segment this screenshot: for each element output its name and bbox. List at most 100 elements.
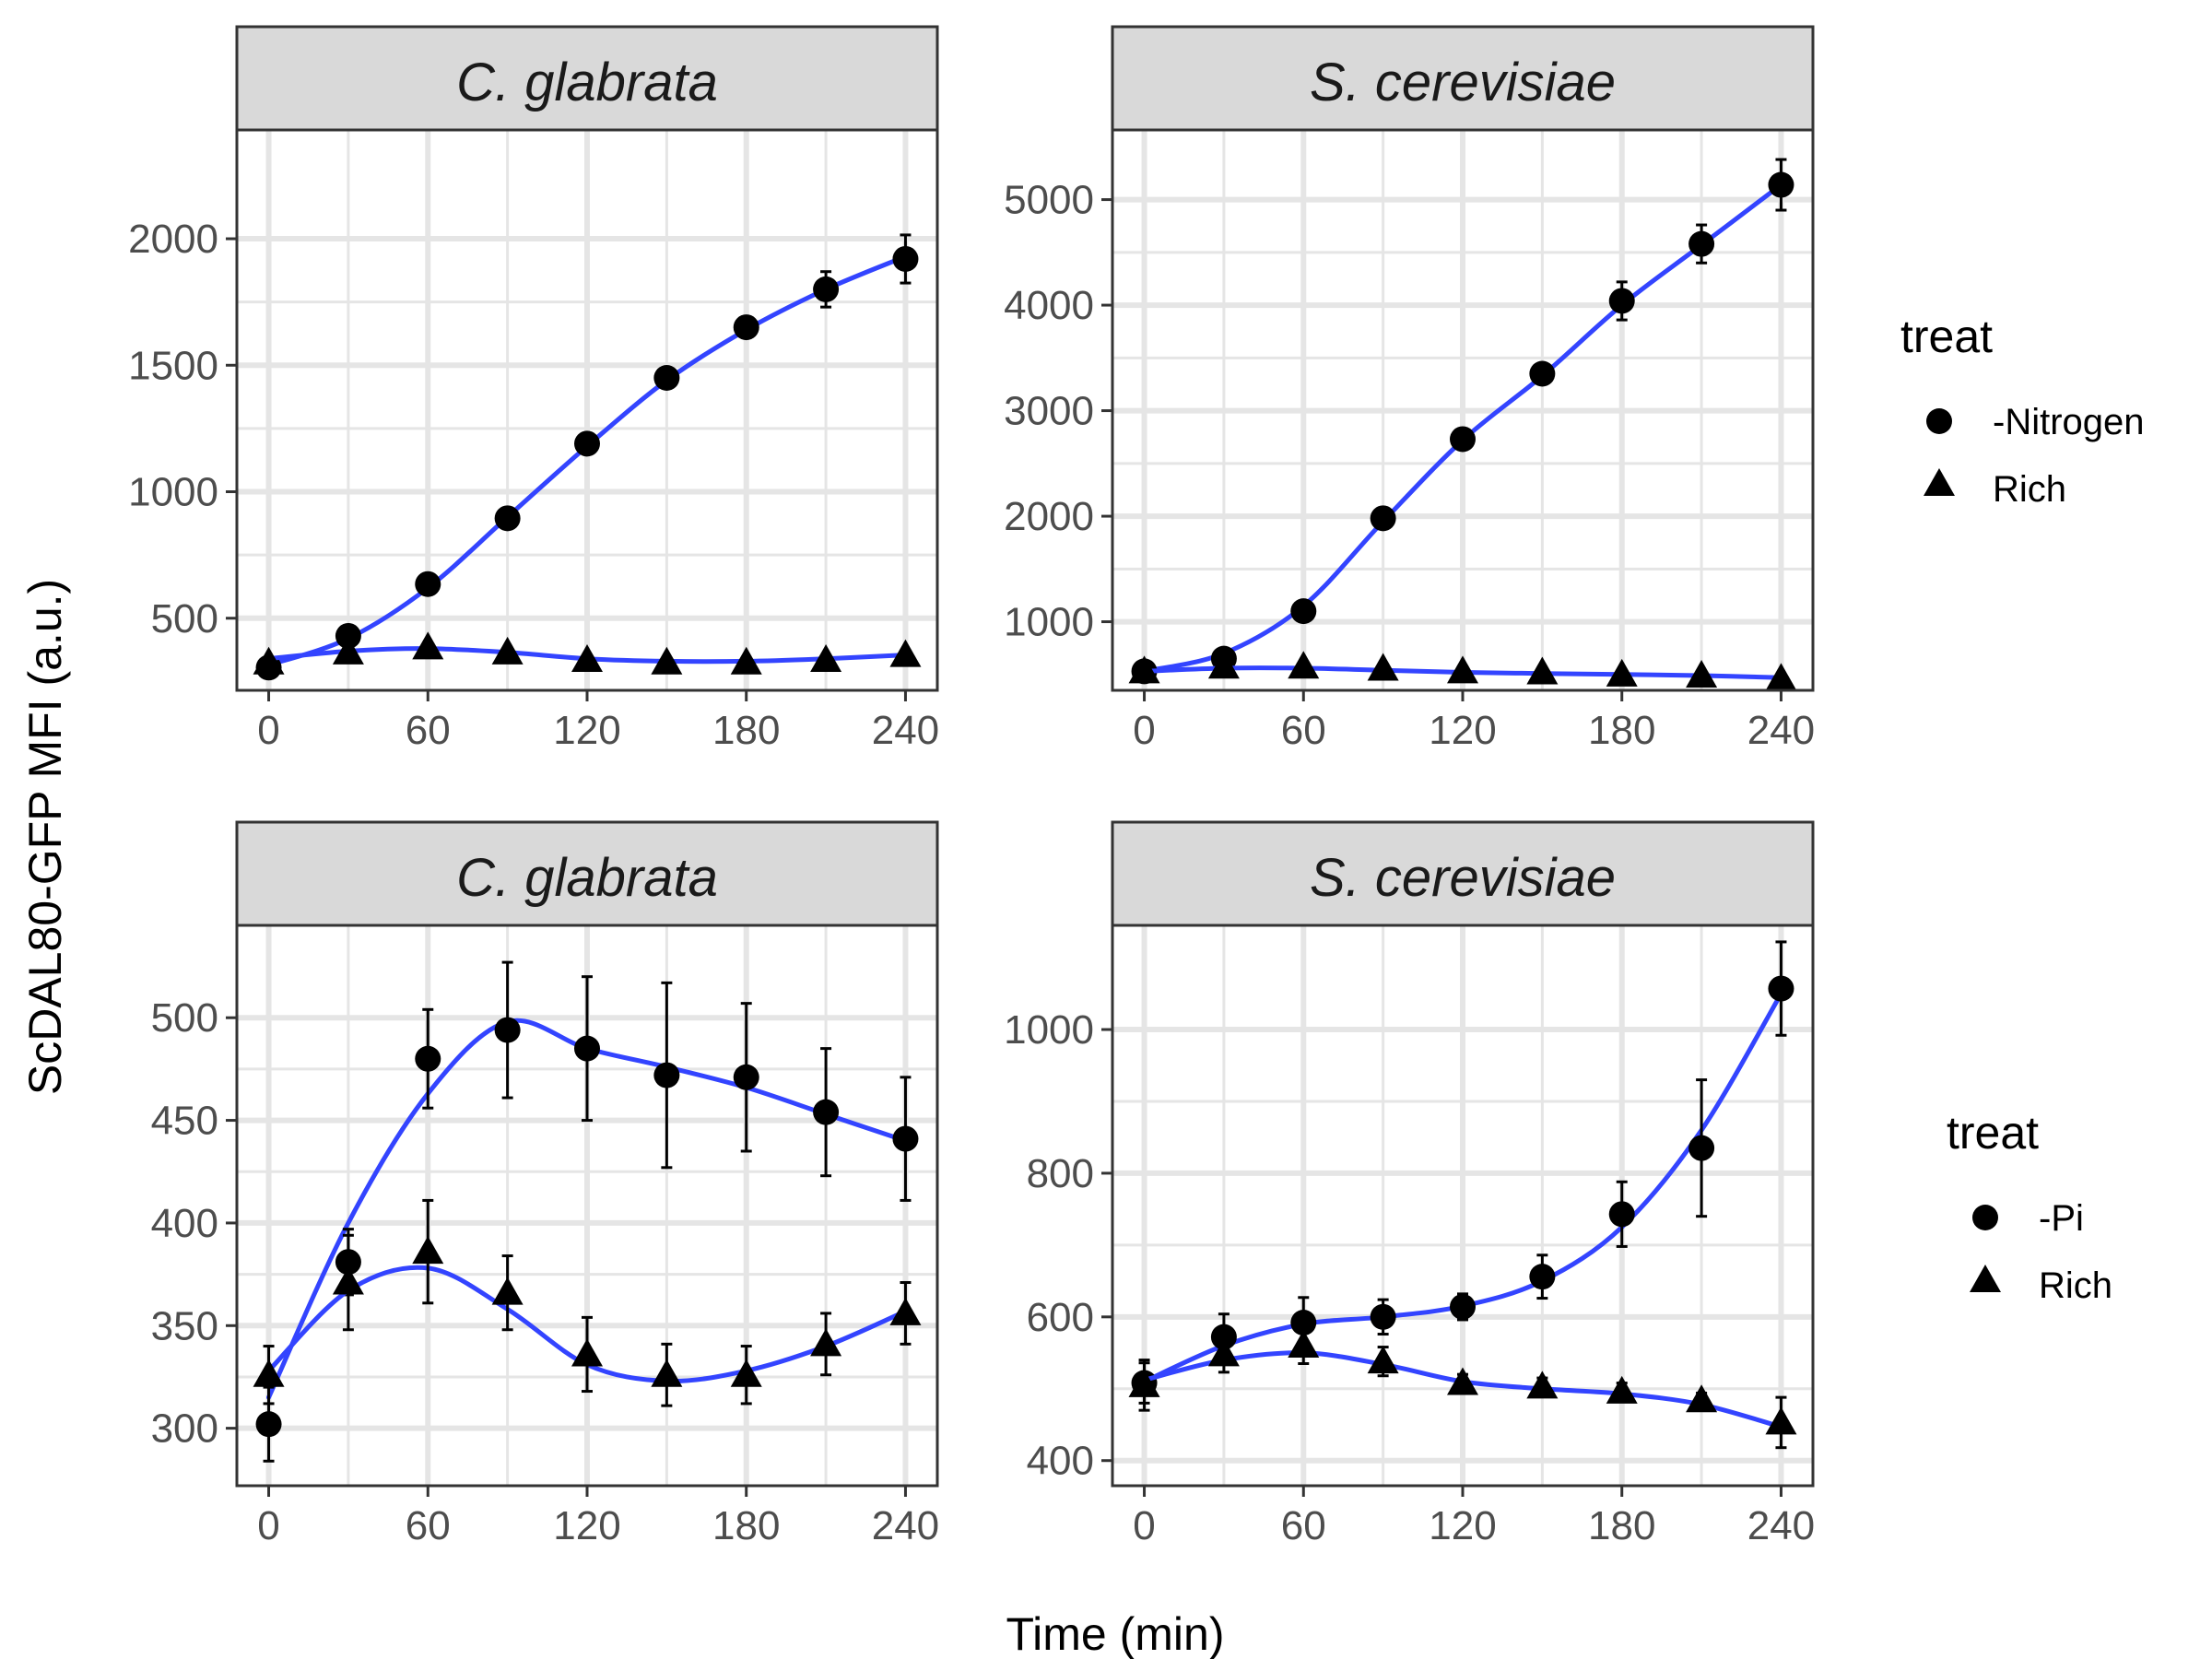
- y-tick-label: 1500: [128, 343, 218, 388]
- data-point-triangle: [1606, 1375, 1638, 1404]
- y-ticks: 1000 2000 3000 4000 5000: [1004, 178, 1112, 645]
- y-tick-label: 450: [151, 1099, 218, 1144]
- y-tick-label: 400: [151, 1201, 218, 1246]
- data-point-circle: [733, 1064, 759, 1090]
- data-point-triangle: [1606, 658, 1638, 687]
- data-point-triangle: [253, 646, 285, 675]
- data-point-triangle: [1765, 1406, 1797, 1435]
- panel-cglabrata-nitrogen: C. glabrata 0 60 120 180 240 500 1000 1500 2000: [128, 25, 939, 753]
- data-point-circle: [1450, 1293, 1476, 1320]
- data-point-circle: [892, 1125, 919, 1152]
- y-tick-label: 400: [1027, 1439, 1094, 1484]
- x-ticks: 0 60 120 180 240: [257, 690, 939, 753]
- x-tick-label: 240: [872, 1503, 939, 1548]
- data-point-triangle: [571, 1338, 603, 1367]
- y-tick-label: 1000: [1004, 1007, 1094, 1053]
- y-tick-label: 1000: [128, 470, 218, 515]
- y-tick-label: 2000: [1004, 494, 1094, 539]
- strip-label: S. cerevisiae: [1310, 53, 1616, 112]
- y-tick-label: 500: [151, 995, 218, 1041]
- x-ticks: 0 60 120 180 240: [1133, 690, 1815, 753]
- data-point-triangle: [1765, 663, 1797, 691]
- data-point-circle: [1370, 505, 1396, 532]
- data-point-circle: [574, 430, 600, 457]
- y-tick-label: 300: [151, 1406, 218, 1452]
- x-tick-label: 180: [712, 1503, 780, 1548]
- x-tick-label: 0: [257, 708, 279, 753]
- data-point-circle: [1370, 1303, 1396, 1330]
- panel-scerevisiae-pi: S. cerevisiae 0 60 120 180 240 400 600 800 1000: [1004, 820, 1815, 1548]
- legend-label: Rich: [1993, 469, 2066, 510]
- data-point-circle: [494, 505, 521, 532]
- data-point-circle: [1768, 975, 1794, 1002]
- marks: [253, 960, 922, 1463]
- data-point-triangle: [332, 1266, 364, 1295]
- data-point-triangle: [491, 636, 524, 665]
- data-point-triangle: [253, 1359, 285, 1387]
- x-tick-label: 240: [872, 708, 939, 753]
- data-point-triangle: [651, 646, 683, 675]
- y-tick-label: 500: [151, 596, 218, 641]
- y-tick-label: 5000: [1004, 178, 1094, 223]
- legend-key-circle: [1926, 408, 1952, 434]
- y-axis-title: ScDAL80-GFP MFI (a.u.): [19, 579, 71, 1095]
- data-point-triangle: [1207, 651, 1240, 679]
- data-point-triangle: [571, 644, 603, 673]
- data-point-triangle: [1288, 651, 1320, 679]
- legend-key-triangle: [1970, 1265, 2001, 1292]
- data-point-circle: [415, 1045, 441, 1072]
- strip-label: S. cerevisiae: [1310, 848, 1616, 908]
- x-tick-label: 0: [1133, 708, 1155, 753]
- data-point-triangle: [1128, 655, 1160, 684]
- marks: [253, 233, 922, 681]
- y-tick-label: 2000: [128, 217, 218, 262]
- x-tick-label: 180: [1588, 708, 1655, 753]
- data-point-circle: [1529, 360, 1556, 387]
- legend-title: treat: [1947, 1107, 2039, 1159]
- data-point-circle: [1290, 1310, 1317, 1336]
- data-point-circle: [494, 1017, 521, 1043]
- data-point-triangle: [730, 646, 762, 675]
- data-point-circle: [574, 1035, 600, 1062]
- y-tick-label: 350: [151, 1303, 218, 1348]
- x-tick-label: 60: [1281, 1503, 1326, 1548]
- legend-key-triangle: [1924, 468, 1955, 496]
- gridlines: [237, 130, 937, 690]
- data-point-triangle: [1686, 1384, 1718, 1413]
- panel-scerevisiae-nitrogen: S. cerevisiae 0 60 120 180 240 1000 2000 3000 4…: [1004, 25, 1815, 753]
- marks: [1128, 940, 1797, 1450]
- data-point-triangle: [491, 1277, 524, 1305]
- data-point-triangle: [1447, 1367, 1478, 1395]
- data-point-triangle: [810, 1328, 842, 1357]
- data-point-circle: [892, 245, 919, 272]
- data-point-circle: [1608, 288, 1635, 314]
- data-point-circle: [255, 1411, 282, 1438]
- data-point-triangle: [412, 631, 444, 660]
- data-point-circle: [1529, 1264, 1556, 1290]
- y-tick-label: 4000: [1004, 283, 1094, 328]
- fit-line-circle: [266, 1018, 908, 1400]
- x-tick-label: 240: [1747, 708, 1815, 753]
- y-ticks: 400 600 800 1000: [1004, 1007, 1112, 1484]
- x-tick-label: 120: [553, 1503, 620, 1548]
- x-axis-title: Time (min): [1006, 1608, 1224, 1659]
- data-point-triangle: [730, 1359, 762, 1387]
- strip-background: [1111, 820, 1815, 927]
- data-point-circle: [733, 314, 759, 341]
- data-point-triangle: [1526, 656, 1559, 685]
- x-tick-label: 180: [712, 708, 780, 753]
- data-point-circle: [1608, 1201, 1635, 1228]
- x-tick-label: 0: [257, 1503, 279, 1548]
- x-tick-label: 60: [406, 1503, 451, 1548]
- y-tick-label: 800: [1027, 1151, 1094, 1196]
- panel-cglabrata-pi: C. glabrata 0 60 120 180 240 300 350 400 450 500: [151, 820, 939, 1548]
- data-point-triangle: [1367, 653, 1399, 681]
- strip-background: [235, 820, 939, 927]
- data-point-triangle: [412, 1236, 444, 1265]
- data-point-circle: [1688, 230, 1715, 257]
- data-point-circle: [1768, 171, 1794, 198]
- x-tick-label: 120: [1429, 708, 1496, 753]
- data-point-triangle: [1128, 1369, 1160, 1397]
- data-point-circle: [813, 276, 840, 302]
- legend-label: -Pi: [2039, 1198, 2084, 1239]
